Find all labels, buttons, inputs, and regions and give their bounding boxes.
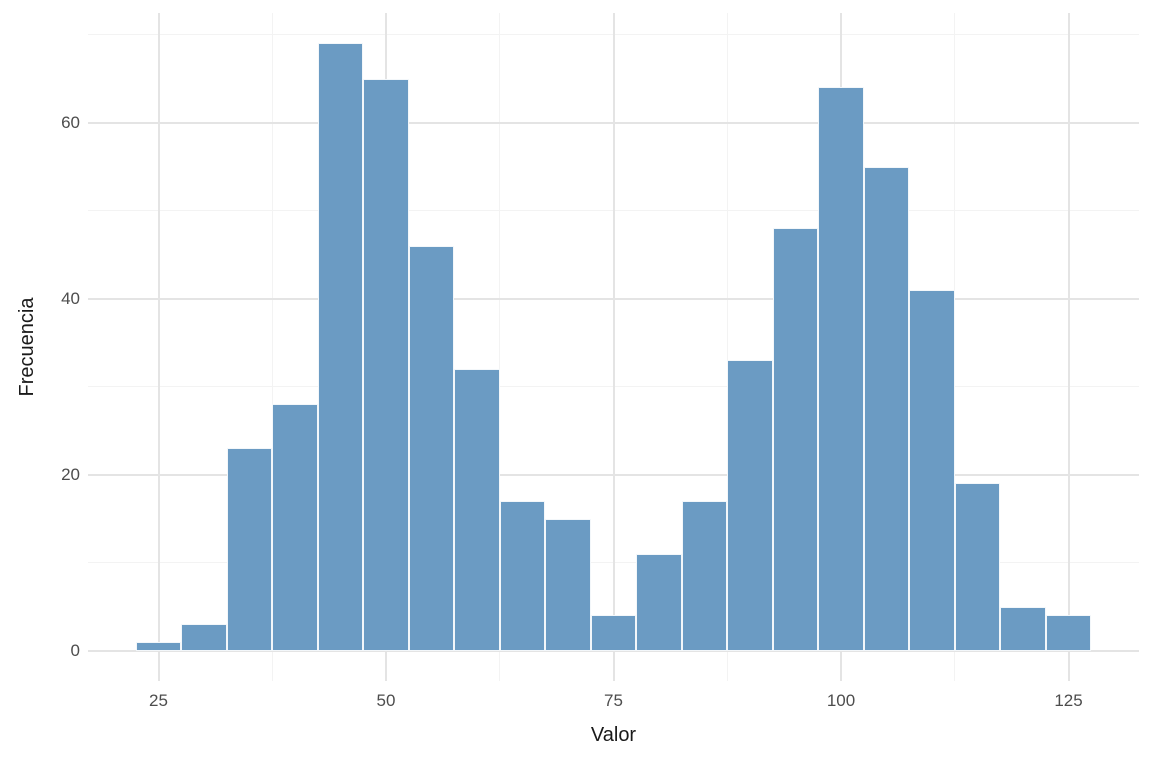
histogram-bar [135,641,182,651]
histogram-bar [454,369,500,651]
y-axis-title: Frecuencia [16,297,38,397]
gridline-minor-x [271,13,273,681]
x-tick-label: 100 [826,691,856,710]
y-tick-label: 40 [61,288,80,308]
histogram-bar [1045,615,1092,651]
y-tick-label: 0 [70,640,80,660]
x-tick-label: 50 [376,691,396,710]
histogram-bar [727,360,773,651]
x-tick-label: 75 [604,691,623,710]
histogram-bar [317,43,364,651]
histogram-bar [272,404,318,651]
histogram-bar [954,483,1001,651]
y-tick-label: 20 [61,464,80,484]
gridline-major-x [1067,13,1070,681]
gridline-minor-x [499,13,501,681]
x-tick-label: 125 [1054,691,1083,710]
gridline-major-x [157,13,160,681]
gridline-major-x [612,13,615,681]
histogram-bar [1000,606,1046,651]
histogram-bar [681,501,728,651]
histogram-bar [545,518,591,651]
histogram-bar [181,624,227,651]
plot-panel [88,13,1139,681]
histogram-bar [499,501,546,651]
histogram-bar [772,228,819,651]
histogram-bar [818,87,864,651]
y-tick-label: 60 [61,112,80,132]
x-tick-label: 25 [149,691,168,710]
histogram-bar [408,245,455,651]
gridline-minor-x [726,13,728,681]
histogram-bar [226,448,273,651]
histogram-bar [909,289,955,651]
histogram-bar [636,553,682,651]
histogram-bar [863,166,910,651]
x-axis-title: Valor [590,724,637,746]
histogram-bar [590,615,637,651]
histogram-bar [363,78,409,651]
gridline-minor-x [954,13,956,681]
